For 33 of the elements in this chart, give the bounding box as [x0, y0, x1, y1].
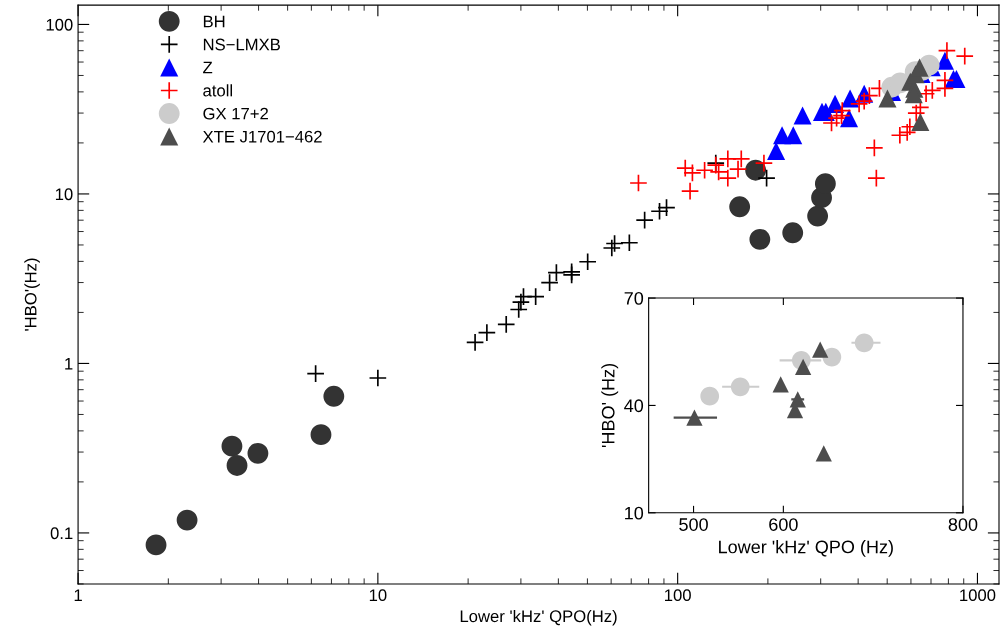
point [854, 333, 874, 353]
legend-label: Z [203, 61, 213, 74]
y-tick-label: 40 [624, 399, 644, 413]
y-axis-title: 'HBO' (Hz) [601, 363, 619, 448]
x-tick-label: 10 [369, 589, 387, 602]
point [772, 376, 789, 393]
x-tick-label: 1000 [960, 589, 996, 602]
x-tick-label: 800 [948, 518, 978, 531]
point [815, 445, 832, 462]
legend-label: GX 17+2 [203, 107, 268, 120]
x-tick-label: 100 [665, 589, 691, 602]
point [794, 358, 812, 375]
point [700, 386, 720, 406]
point [822, 347, 842, 367]
point [686, 409, 703, 426]
y-axis-title: 'HBO'(Hz) [24, 258, 40, 331]
x-axis-title: Lower 'kHz' QPO (Hz) [719, 540, 893, 557]
legend-label: XTE J1701−462 [202, 130, 322, 143]
legend-label: BH [203, 15, 225, 28]
point [730, 377, 750, 397]
point [812, 341, 829, 358]
y-tick-label: 1 [65, 358, 73, 370]
y-tick-label: 70 [624, 292, 644, 305]
y-tick-label: 100 [46, 18, 73, 31]
x-tick-label: 600 [769, 518, 798, 531]
legend-label: atoll [203, 84, 232, 97]
x-tick-label: 1 [74, 589, 82, 601]
y-tick-label: 10 [625, 506, 644, 520]
y-tick-label: 0.1 [50, 527, 73, 540]
y-tick-label: 10 [55, 188, 73, 201]
x-tick-label: 500 [679, 518, 708, 531]
legend-label: NS−LMXB [203, 38, 280, 51]
x-axis-title: Lower 'kHz' QPO(Hz) [460, 609, 617, 626]
